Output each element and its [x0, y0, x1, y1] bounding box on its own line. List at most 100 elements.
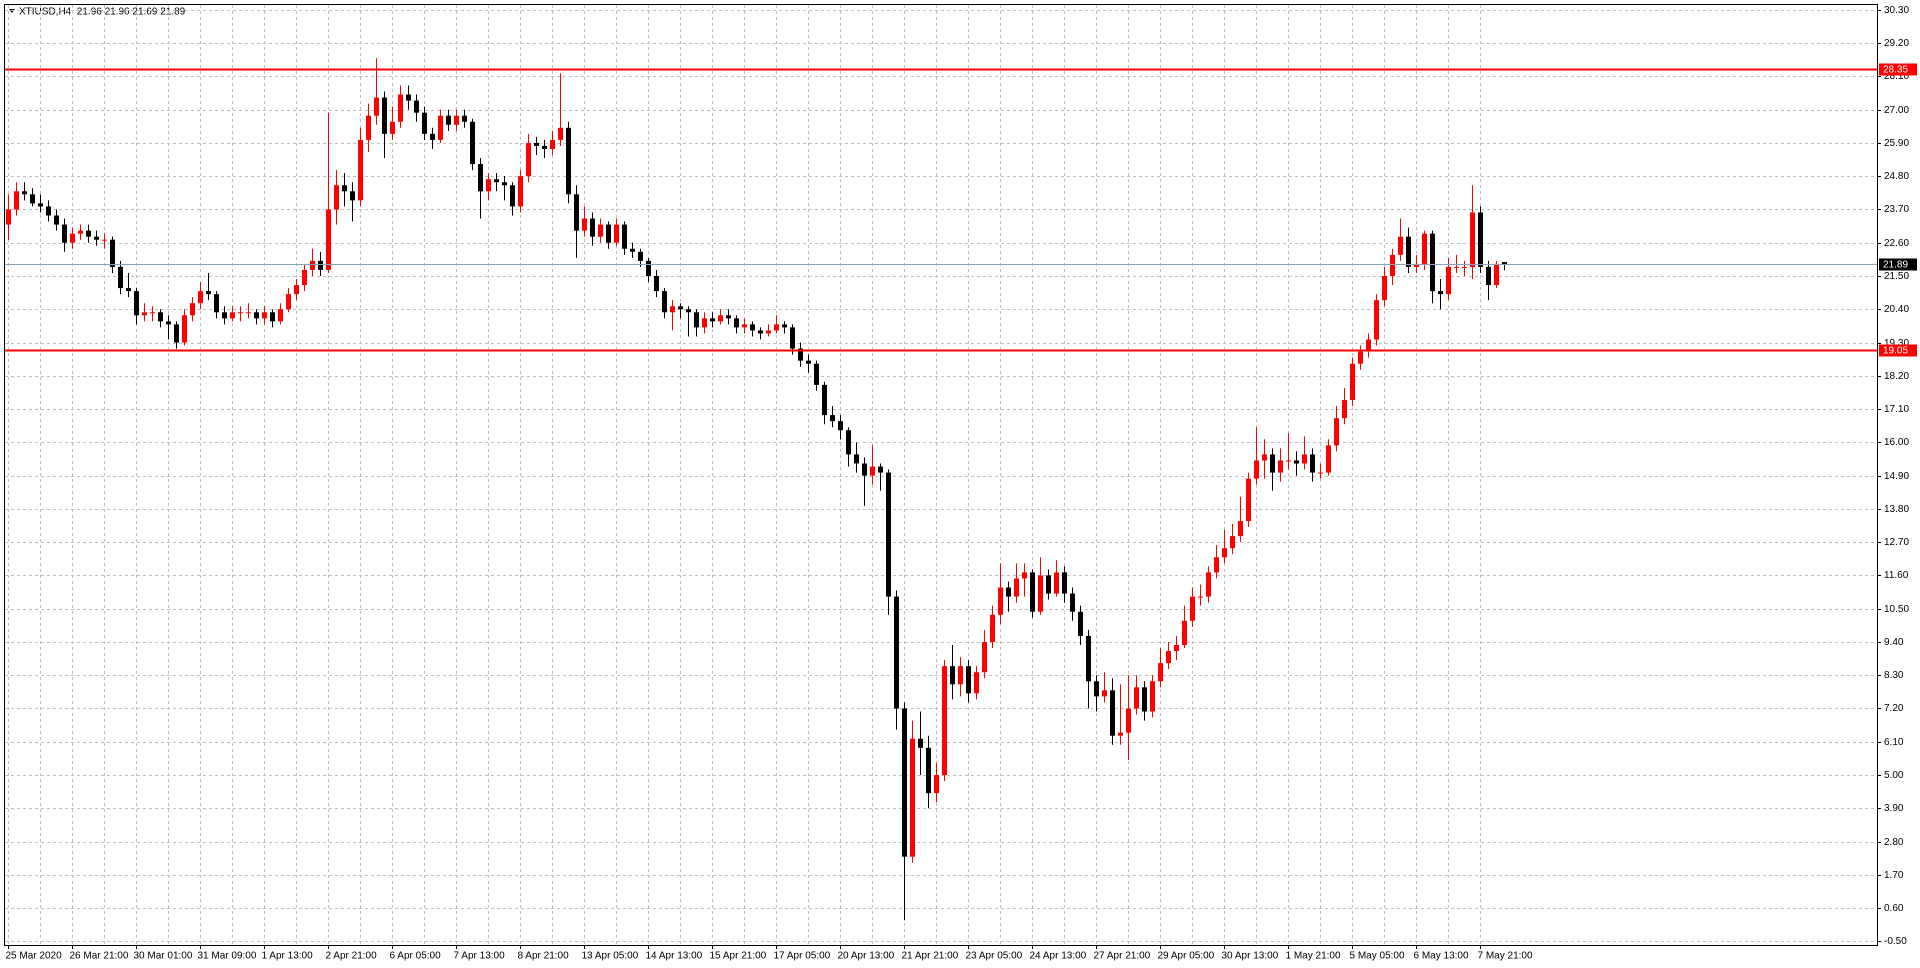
candle-body — [238, 312, 243, 314]
x-tick-label: 23 Apr 05:00 — [966, 951, 1023, 962]
y-tick-label: -0.50 — [1884, 936, 1907, 947]
candle-body — [406, 94, 411, 101]
candle-body — [982, 641, 987, 673]
candle-body — [334, 185, 339, 210]
candle-body — [1262, 454, 1267, 461]
candle-body — [390, 121, 395, 134]
candle-body — [174, 324, 179, 343]
bid-label: 21.89 — [1883, 260, 1908, 271]
candle-body — [942, 666, 947, 776]
candle-body — [1158, 663, 1163, 682]
x-tick-label: 20 Apr 13:00 — [838, 951, 895, 962]
candle-body — [774, 324, 779, 331]
candle-body — [974, 672, 979, 694]
candle-body — [1462, 266, 1467, 268]
candle-body — [1278, 460, 1283, 473]
candle-body — [998, 587, 1003, 615]
level-label-box — [1879, 344, 1917, 357]
candle-body — [182, 315, 187, 343]
y-tick-label: 2.80 — [1884, 837, 1904, 848]
candle-body — [1230, 536, 1235, 549]
plot-frame — [4, 4, 1878, 946]
candle-body — [1446, 266, 1451, 295]
candle-body — [278, 309, 283, 322]
candle-body — [414, 100, 419, 113]
candle-body — [366, 115, 371, 140]
candle-body — [350, 191, 355, 201]
candle-body — [622, 224, 627, 249]
x-tick-label: 13 Apr 05:00 — [582, 951, 639, 962]
candle-body — [398, 94, 403, 122]
x-tick-label: 27 Apr 21:00 — [1094, 951, 1151, 962]
candle-body — [1350, 363, 1355, 400]
candle-body — [222, 312, 227, 319]
y-tick-label: 11.60 — [1884, 570, 1909, 581]
candle-body — [302, 269, 307, 286]
candle-body — [862, 463, 867, 476]
y-tick-label: 13.80 — [1884, 504, 1909, 515]
y-tick-label: 1.70 — [1884, 870, 1904, 881]
candle-body — [726, 315, 731, 319]
candle-body — [750, 324, 755, 331]
candle-body — [246, 312, 251, 314]
x-tick-label: 15 Apr 21:00 — [710, 951, 767, 962]
candle-body — [798, 348, 803, 361]
candle-body — [894, 596, 899, 709]
candle-body — [1430, 233, 1435, 292]
candle-body — [718, 315, 723, 322]
candle-body — [1070, 593, 1075, 612]
y-tick-label: 12.70 — [1884, 537, 1909, 548]
candle-body — [1494, 263, 1499, 286]
candle-body — [1246, 478, 1251, 521]
candle-body — [1126, 708, 1131, 733]
candle-body — [1134, 687, 1139, 709]
candle-body — [694, 312, 699, 328]
candle-body — [1198, 596, 1203, 598]
candle-body — [1214, 557, 1219, 573]
candle-body — [782, 324, 787, 328]
y-tick-label: 25.90 — [1884, 138, 1909, 149]
candle-body — [710, 318, 715, 322]
candle-body — [574, 194, 579, 231]
candle-body — [1478, 212, 1483, 267]
candle-body — [62, 224, 67, 243]
candle-body — [22, 191, 27, 195]
candle-body — [158, 312, 163, 322]
candle-body — [14, 191, 19, 210]
candle-body — [1030, 572, 1035, 612]
y-tick-label: 0.60 — [1884, 903, 1904, 914]
candle-body — [470, 121, 475, 165]
candle-body — [702, 318, 707, 328]
candle-body — [422, 112, 427, 134]
x-tick-label: 26 Mar 21:00 — [70, 951, 129, 962]
candle-body — [582, 218, 587, 231]
candle-body — [46, 206, 51, 216]
candle-body — [198, 291, 203, 304]
candle-body — [1318, 472, 1323, 474]
candle-body — [910, 738, 915, 857]
candle-body — [1174, 644, 1179, 652]
y-tick-label: 22.60 — [1884, 238, 1909, 249]
y-tick-label: 27.00 — [1884, 105, 1909, 116]
candle-body — [790, 327, 795, 349]
candle-body — [230, 312, 235, 319]
candle-body — [1358, 351, 1363, 364]
candle-body — [566, 127, 571, 195]
y-tick-label: 14.90 — [1884, 471, 1909, 482]
candle-body — [654, 275, 659, 292]
candle-body — [438, 115, 443, 140]
candle-body — [254, 312, 259, 319]
candle-body — [1438, 291, 1443, 295]
candle-body — [1014, 578, 1019, 597]
candle-body — [870, 466, 875, 476]
candle-body — [1486, 266, 1491, 286]
level-label: 19.05 — [1883, 346, 1908, 357]
candle-body — [30, 194, 35, 204]
candle-body — [1238, 520, 1243, 537]
y-tick-label: 30.30 — [1884, 5, 1909, 16]
candle-body — [1326, 445, 1331, 473]
x-tick-label: 8 Apr 21:00 — [518, 951, 570, 962]
candle-body — [1022, 572, 1027, 579]
candle-body — [1054, 572, 1059, 594]
y-tick-label: 24.80 — [1884, 171, 1909, 182]
